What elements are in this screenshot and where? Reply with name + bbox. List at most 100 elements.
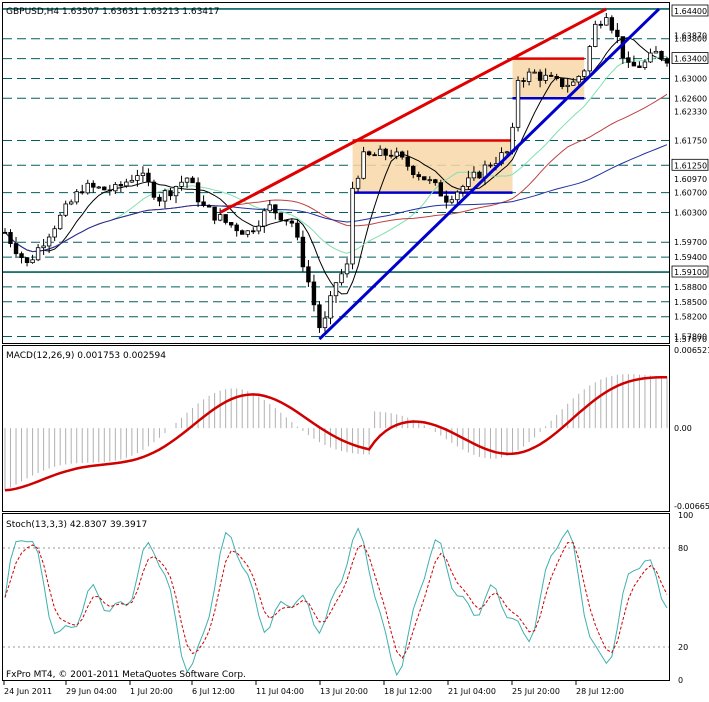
stoch-header: Stoch(13,3,3) 42.8307 39.3917 <box>6 520 147 530</box>
candle-body <box>455 191 460 201</box>
candle-body <box>377 148 383 156</box>
candle-body <box>350 187 355 265</box>
candle-body <box>306 266 311 283</box>
candle-body <box>659 50 664 60</box>
price-label: 1.58200 <box>674 313 707 322</box>
candle-body <box>339 273 344 284</box>
candle-body <box>642 61 648 68</box>
candle-body <box>74 191 79 203</box>
candle-body <box>311 281 317 306</box>
price-label: 1.60300 <box>674 208 707 217</box>
candle-body <box>648 52 653 63</box>
candle-body <box>433 179 438 184</box>
candle-body <box>223 214 228 223</box>
candle-body <box>322 317 328 329</box>
candle-body <box>582 70 587 77</box>
time-label: 25 Jul 20:00 <box>512 687 560 696</box>
candle-body <box>317 304 322 329</box>
candle-body <box>179 181 184 187</box>
candle-body <box>466 177 471 187</box>
candle-body <box>593 23 598 47</box>
candle-body <box>212 206 217 221</box>
candle-body <box>46 236 52 247</box>
blue-trendline <box>318 7 661 341</box>
candle-body <box>2 231 8 234</box>
candle-body <box>388 154 394 157</box>
price-label-box <box>671 52 709 64</box>
candle-body <box>427 179 432 182</box>
price-label: 1.63400 <box>674 55 707 64</box>
candle-body <box>102 186 107 191</box>
stoch-panel-frame <box>2 513 670 681</box>
time-label: 13 Jul 20:00 <box>320 687 368 696</box>
candle-body <box>521 80 526 82</box>
price-label-box <box>671 158 709 171</box>
macd-scale-label: 0.006521 <box>674 346 709 355</box>
time-label: 1 Jul 20:00 <box>130 687 173 696</box>
candle-body <box>151 181 157 198</box>
candle-body <box>333 282 339 297</box>
price-label: 1.59700 <box>674 238 707 247</box>
candle-body <box>361 151 366 179</box>
candle-body <box>477 171 482 179</box>
candle-body <box>240 230 245 235</box>
candle-body <box>63 203 68 216</box>
candle-body <box>190 177 195 184</box>
candle-body <box>488 164 493 167</box>
candle-body <box>146 172 151 183</box>
candle-body <box>278 212 284 221</box>
price-label: 1.64400 <box>674 7 707 16</box>
time-label: 11 Jul 04:00 <box>256 687 304 696</box>
candle-body <box>173 185 179 197</box>
candle-body <box>201 201 206 206</box>
candle-body <box>626 57 631 63</box>
candle-body <box>256 225 261 232</box>
candle-body <box>504 151 510 154</box>
candle-body <box>24 257 30 264</box>
price-label: 1.60700 <box>674 189 707 198</box>
candle-body <box>571 81 576 86</box>
stoch-scale-label: 100 <box>678 511 693 520</box>
candle-body <box>85 182 90 194</box>
candle-body <box>273 204 278 214</box>
candle-body <box>113 184 118 192</box>
price-label: 1.59400 <box>674 253 707 262</box>
price-label: 1.63000 <box>674 74 707 83</box>
candle-body <box>416 174 421 178</box>
candle-body <box>234 224 239 232</box>
candle-body <box>554 76 559 79</box>
candle-body <box>19 253 24 259</box>
price-label: 1.57670 <box>674 335 707 344</box>
price-label: 1.61250 <box>674 161 707 170</box>
price-label: 1.62330 <box>674 108 707 117</box>
candle-body <box>543 74 548 81</box>
candle-body <box>411 165 416 175</box>
trendlines <box>219 7 661 341</box>
price-label: 1.58800 <box>674 283 707 292</box>
time-labels: 24 Jun 2011 29 Jun 04:00 1 Jul 20:00 6 Jul … <box>3 681 624 696</box>
candle-body <box>653 50 659 54</box>
macd-signal-line <box>4 375 668 492</box>
price-label: 1.63870 <box>674 31 707 40</box>
time-label: 28 Jul 12:00 <box>576 687 624 696</box>
candle-body <box>35 247 41 261</box>
price-label-box <box>671 4 709 17</box>
candle-body <box>206 205 212 208</box>
stoch-drawing: 100 80 20 0 <box>3 511 693 685</box>
copyright-text: FxPro MT4, © 2001-2011 MetaQuotes Softwa… <box>6 670 246 680</box>
macd-header: MACD(12,26,9) 0.001753 0.002594 <box>6 351 166 361</box>
stoch-main-line <box>4 527 668 677</box>
red-trendline <box>219 7 608 214</box>
candle-body <box>284 219 289 222</box>
candle-body <box>124 181 129 187</box>
macd-drawing: 0.006521 0.00 -0.006659 <box>4 346 709 511</box>
stoch-scale-label: 80 <box>678 544 688 553</box>
candle-body <box>515 80 521 128</box>
candle-body <box>217 214 223 221</box>
candle-body <box>251 230 256 233</box>
candle-body <box>289 220 295 224</box>
main-header: GBPUSD,H4 1.63507 1.63631 1.63213 1.6341… <box>6 7 219 17</box>
candle-body <box>383 148 388 156</box>
price-label: 1.59100 <box>674 268 707 277</box>
